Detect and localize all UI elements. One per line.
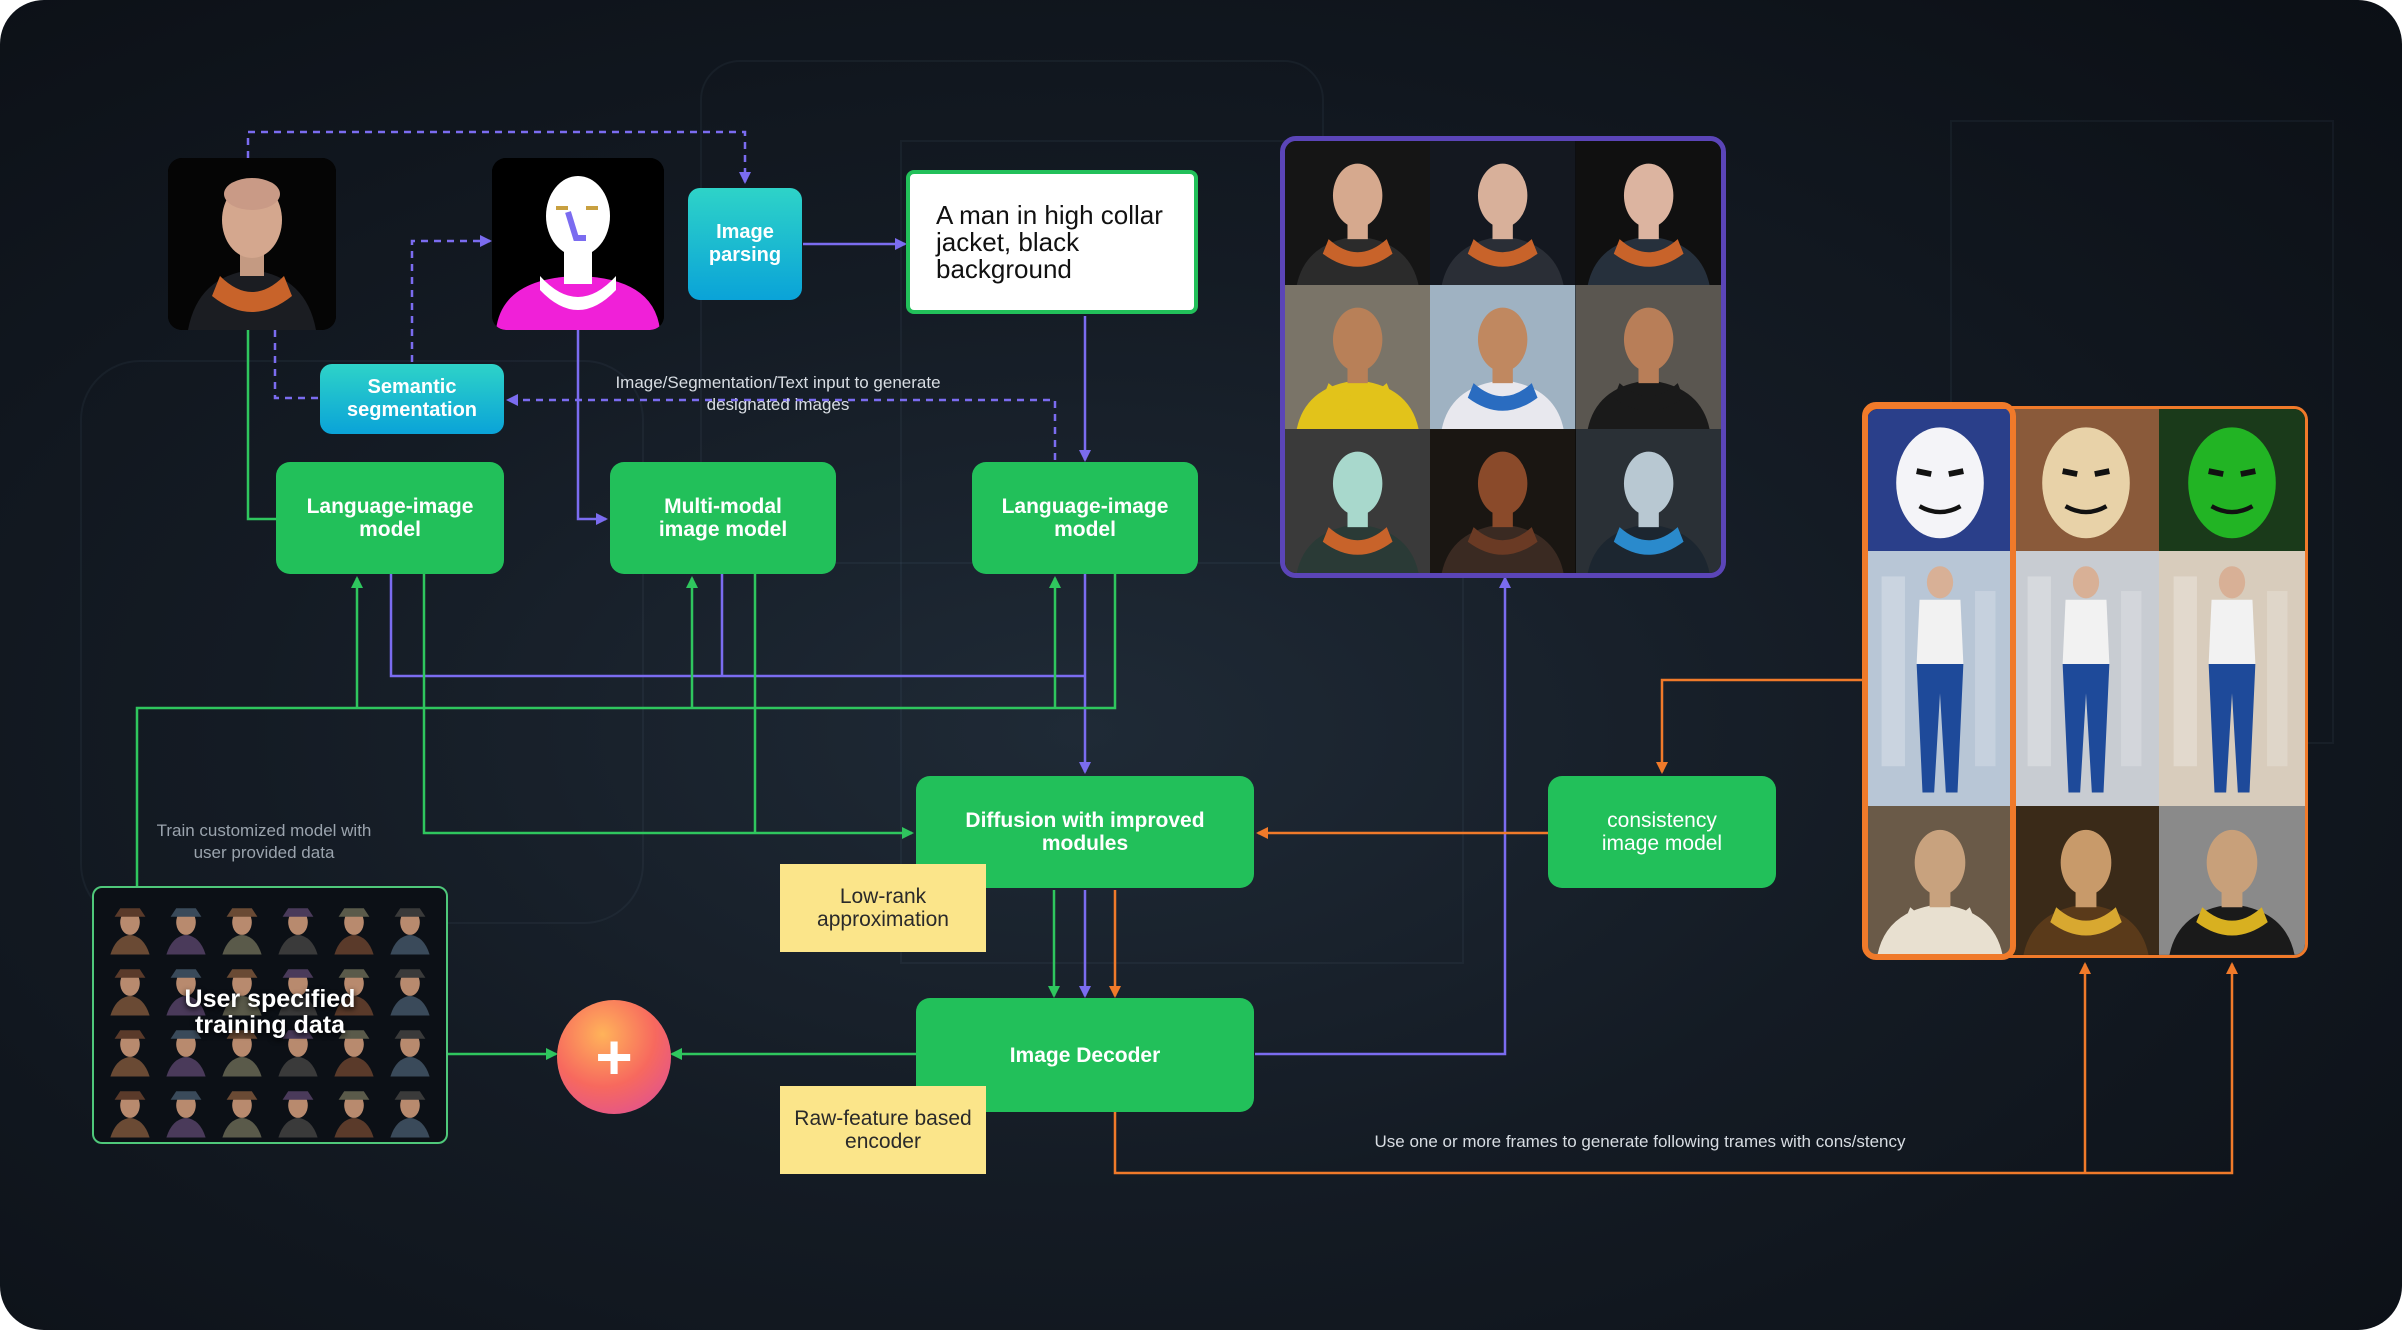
consistency-frame — [2013, 409, 2159, 551]
selected-frame-highlight — [1862, 402, 2016, 960]
language-image-model-right: Language-image model — [972, 462, 1198, 574]
frames-note: Use one or more frames to generate follo… — [1374, 1132, 1906, 1151]
generated-portraits-grid — [1280, 136, 1726, 578]
training-data-title: User specified training data — [184, 985, 356, 1039]
train-note: Train customized model with user provide… — [156, 821, 372, 862]
training-thumbnail — [158, 1018, 214, 1079]
training-thumbnail — [326, 1018, 382, 1079]
generated-portrait — [1430, 285, 1576, 429]
generated-portrait — [1430, 429, 1576, 573]
training-thumbnail — [382, 896, 438, 957]
training-thumbnail — [326, 957, 382, 1018]
training-thumbnail — [270, 957, 326, 1018]
language-image-model-left: Language-image model — [276, 462, 504, 574]
arrow-mask-to-multimodal — [576, 330, 608, 525]
generated-portrait — [1575, 429, 1721, 573]
training-thumbnail — [270, 896, 326, 957]
portrait-input-image — [168, 158, 336, 330]
generated-portrait — [1285, 285, 1431, 429]
training-data-panel: User specified training data — [92, 886, 448, 1144]
training-thumbnail — [326, 1079, 382, 1140]
generated-portrait — [1285, 429, 1431, 573]
training-thumbnail — [214, 957, 270, 1018]
generated-portrait — [1575, 285, 1721, 429]
consistency-frames-grid — [1864, 406, 2308, 958]
training-thumbnail — [102, 1079, 158, 1140]
image-input-note: Image/Segmentation/Text input to generat… — [615, 373, 941, 414]
training-thumbnail — [326, 896, 382, 957]
consistency-frame — [1867, 806, 2013, 955]
semantic-segmentation-node: Semantic segmentation — [320, 364, 504, 434]
arrow-frames-to-consistency — [1656, 678, 1865, 774]
training-thumbnail — [158, 896, 214, 957]
portrait-illustration — [168, 158, 336, 330]
training-thumbnail — [214, 1079, 270, 1140]
consistency-frame — [1867, 550, 2013, 807]
arrow-training-bus — [135, 574, 1117, 886]
consistency-frame — [2159, 409, 2305, 551]
arrow-portrait-to-segmentation — [273, 330, 320, 400]
mask-illustration — [492, 158, 664, 330]
training-thumbnail — [382, 1079, 438, 1140]
consistency-frame — [2159, 806, 2305, 955]
image-parsing-node: Image parsing — [688, 188, 802, 300]
training-thumbnail — [270, 1018, 326, 1079]
training-thumbnail — [214, 1018, 270, 1079]
raw-feature-encoder-note: Raw-feature based encoder — [780, 1086, 986, 1174]
consistency-frame — [2159, 550, 2305, 807]
arrow-portrait-to-parsing — [246, 130, 751, 184]
consistency-frame — [2013, 550, 2159, 807]
arrow-segmentation-to-mask — [410, 235, 492, 362]
arrow-decoder-to-results — [1255, 576, 1511, 1056]
training-thumbnail — [158, 957, 214, 1018]
training-thumbnail — [382, 957, 438, 1018]
combine-plus-icon: + — [557, 1000, 671, 1114]
training-thumbnail — [102, 1018, 158, 1079]
segmentation-mask-image — [492, 158, 664, 330]
training-thumbnail-grid — [102, 896, 438, 1138]
generated-portrait — [1285, 141, 1431, 285]
arrow-models-bus — [389, 574, 1085, 678]
training-thumbnail — [214, 896, 270, 957]
multimodal-image-model: Multi-modal image model — [610, 462, 836, 574]
consistency-frame — [2013, 806, 2159, 955]
arrow-decoder-to-frames — [1113, 962, 2238, 1175]
training-thumbnail — [102, 896, 158, 957]
consistency-image-model: consistency image model — [1548, 776, 1776, 888]
training-thumbnail — [102, 957, 158, 1018]
arrow-input-to-segmentation — [506, 394, 1057, 460]
arrow-lim-left-to-diffusion — [422, 574, 914, 839]
generated-portrait — [1430, 141, 1576, 285]
generated-portrait — [1575, 141, 1721, 285]
training-thumbnail — [158, 1079, 214, 1140]
consistency-frame — [1867, 409, 2013, 551]
arrow-portrait-to-lim-left — [246, 330, 276, 521]
training-thumbnail — [382, 1018, 438, 1079]
text-prompt-box: A man in high collar jacket, black backg… — [906, 170, 1198, 314]
training-thumbnail — [270, 1079, 326, 1140]
low-rank-note: Low-rank approximation — [780, 864, 986, 952]
